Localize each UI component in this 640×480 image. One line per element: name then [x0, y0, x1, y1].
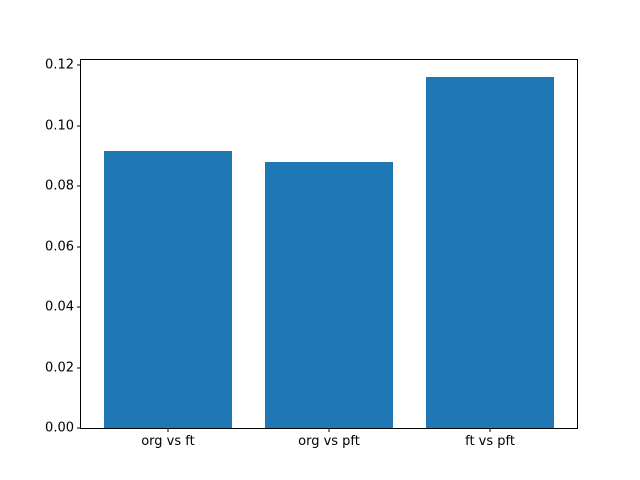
y-tick-label: 0.04 [45, 299, 74, 315]
x-tick-mark [328, 428, 330, 432]
x-tick-mark [489, 428, 491, 432]
y-tick-mark [77, 427, 81, 429]
bar [264, 162, 394, 428]
y-tick-mark [77, 246, 81, 248]
y-tick-label: 0.00 [45, 420, 74, 436]
y-tick-mark [77, 306, 81, 308]
y-tick-label: 0.12 [45, 57, 74, 73]
y-tick-mark [77, 367, 81, 369]
x-tick-label: org vs pft [298, 434, 360, 449]
plot-area: 0.00 0.02 0.04 0.06 0.08 0.10 0.12 org vs ft or… [45, 59, 578, 448]
x-tick-label: org vs ft [141, 434, 195, 449]
y-tick-mark [77, 185, 81, 187]
x-tick-mark [167, 428, 169, 432]
y-tick-label: 0.08 [45, 178, 74, 194]
y-tick-mark [77, 64, 81, 66]
y-tick-label: 0.02 [45, 360, 74, 376]
x-tick-label: ft vs pft [465, 434, 515, 449]
y-tick-label: 0.06 [45, 239, 74, 255]
bar [425, 76, 555, 428]
y-tick-mark [77, 125, 81, 127]
y-tick-label: 0.10 [45, 118, 74, 134]
bar [103, 150, 233, 428]
